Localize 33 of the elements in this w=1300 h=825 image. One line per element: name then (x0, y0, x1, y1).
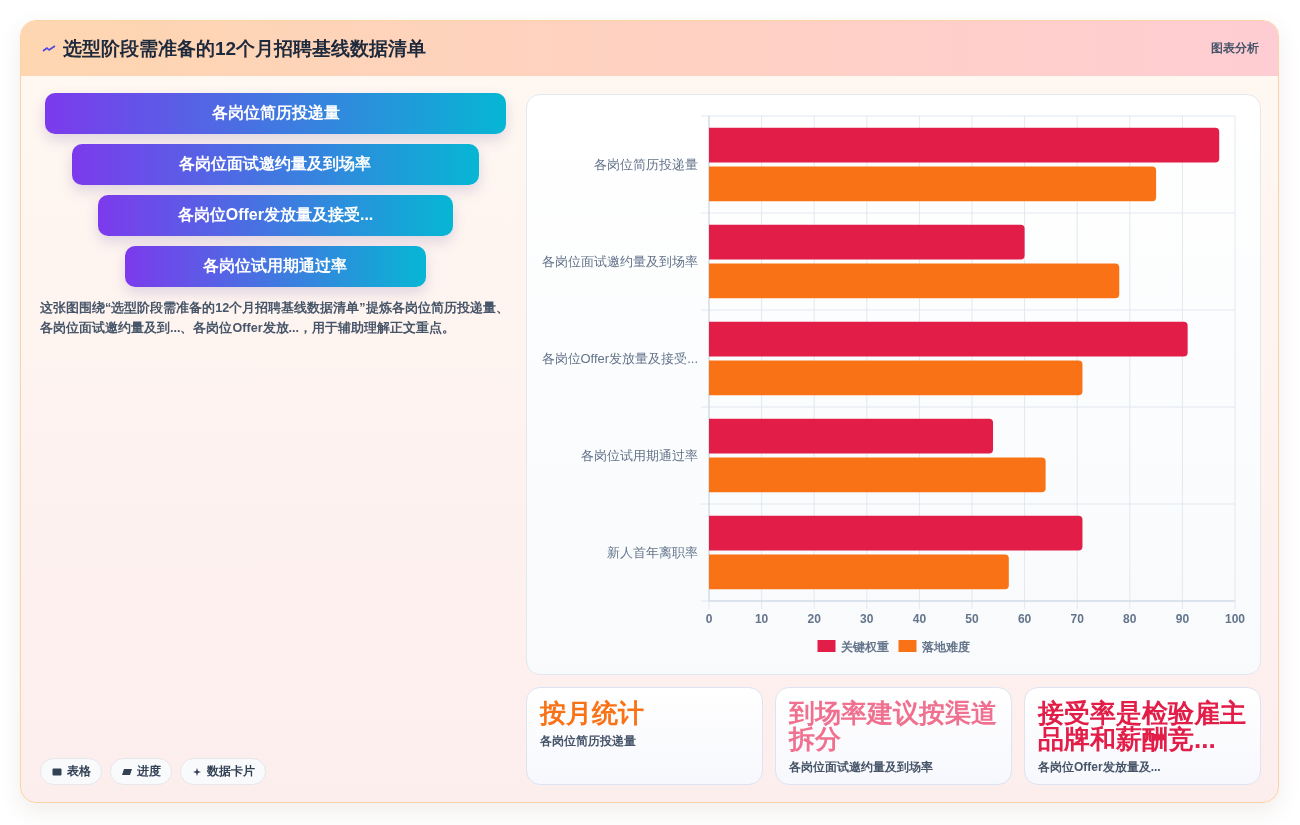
x-tick-label: 40 (912, 612, 927, 626)
text: 各岗位面试邀约量及到场率 (789, 759, 934, 775)
x-tick-label: 100 (1224, 612, 1246, 626)
text: 按月统计 (540, 698, 645, 728)
x-tick-label: 20 (807, 612, 822, 626)
text: 表格 (67, 763, 91, 780)
y-tick-label: 各岗位试用期通过率 (581, 448, 698, 463)
text: 接受率是检验雇主品牌和薪酬竞... (1038, 698, 1247, 754)
x-tick-label: 10 (754, 612, 769, 626)
x-tick-label: 70 (1070, 612, 1085, 626)
legend-label: 落地难度 (920, 639, 970, 654)
legend-label: 关键权重 (839, 639, 889, 654)
x-tick-label: 50 (965, 612, 979, 626)
y-tick-label: 各岗位面试邀约量及到场率 (542, 254, 698, 269)
text: 这张图围绕“选型阶段需准备的12个月招聘基线数据清单”提炼各岗位简历投递量、各岗位面试邀约量及到...、各岗位Offer发放...，用于辅助理解正文重点。 (40, 300, 510, 337)
category-label: 各岗位试用期通过率 (124, 246, 427, 287)
x-tick-label: 30 (860, 612, 874, 626)
text: 到场率建议按渠道拆分 (789, 698, 998, 754)
text: 各岗位Offer发放量及... (1038, 759, 1162, 775)
text: 数据卡片 (207, 763, 255, 780)
text: 选型阶段需准备的12个月招聘基线数据清单 (63, 37, 427, 61)
text: 图表分析 (1211, 40, 1259, 56)
category-label: 各岗位简历投递量 (45, 93, 506, 134)
text: 进度 (137, 763, 161, 780)
x-tick-label: 60 (1017, 612, 1032, 626)
x-tick-label: 0 (705, 612, 713, 626)
y-tick-label: 各岗位简历投递量 (594, 157, 698, 172)
x-tick-label: 90 (1175, 612, 1190, 626)
x-tick-label: 80 (1123, 612, 1137, 626)
category-label: 各岗位Offer发放量及接受... (98, 195, 453, 236)
y-tick-label: 各岗位Offer发放量及接受... (541, 351, 698, 366)
y-tick-label: 新人首年离职率 (607, 545, 698, 560)
category-label: 各岗位面试邀约量及到场率 (71, 144, 480, 185)
